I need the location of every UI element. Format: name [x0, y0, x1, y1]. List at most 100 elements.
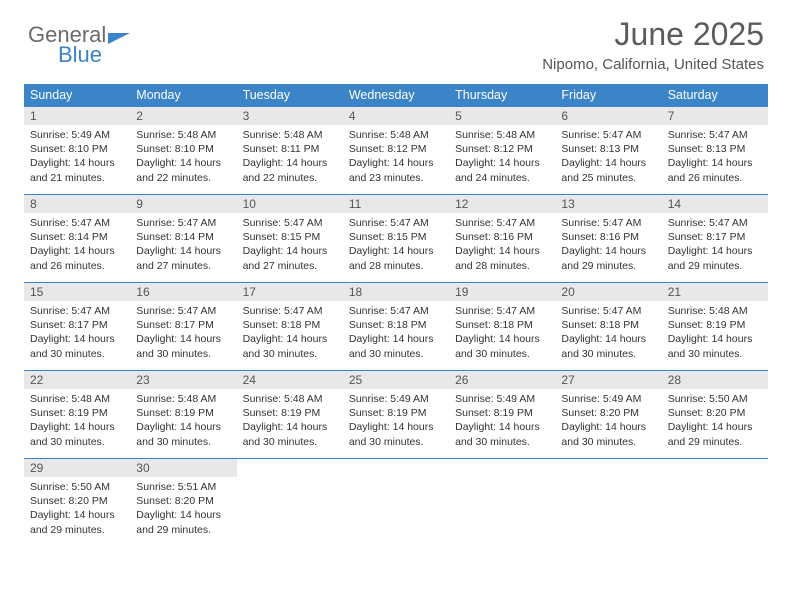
calendar-cell: 26Sunrise: 5:49 AMSunset: 8:19 PMDayligh…	[449, 371, 555, 459]
sunset-line: Sunset: 8:19 PM	[243, 406, 337, 420]
daylight-line: Daylight: 14 hours and 30 minutes.	[136, 332, 230, 360]
day-header: Tuesday	[237, 84, 343, 107]
day-number: 25	[343, 371, 449, 389]
sunset-line: Sunset: 8:16 PM	[455, 230, 549, 244]
calendar-cell: 25Sunrise: 5:49 AMSunset: 8:19 PMDayligh…	[343, 371, 449, 459]
sunset-line: Sunset: 8:16 PM	[561, 230, 655, 244]
sunrise-line: Sunrise: 5:48 AM	[668, 304, 762, 318]
day-number: 30	[130, 459, 236, 477]
sunrise-line: Sunrise: 5:47 AM	[455, 216, 549, 230]
calendar-cell: 5Sunrise: 5:48 AMSunset: 8:12 PMDaylight…	[449, 107, 555, 195]
sunset-line: Sunset: 8:12 PM	[349, 142, 443, 156]
daylight-line: Daylight: 14 hours and 30 minutes.	[30, 420, 124, 448]
sunset-line: Sunset: 8:18 PM	[561, 318, 655, 332]
sunrise-line: Sunrise: 5:50 AM	[668, 392, 762, 406]
day-number: 21	[662, 283, 768, 301]
sunset-line: Sunset: 8:12 PM	[455, 142, 549, 156]
day-number: 27	[555, 371, 661, 389]
daylight-line: Daylight: 14 hours and 30 minutes.	[30, 332, 124, 360]
day-header: Saturday	[662, 84, 768, 107]
sunrise-line: Sunrise: 5:48 AM	[30, 392, 124, 406]
calendar-cell	[555, 459, 661, 547]
daylight-line: Daylight: 14 hours and 30 minutes.	[668, 332, 762, 360]
day-number: 28	[662, 371, 768, 389]
calendar-cell: 11Sunrise: 5:47 AMSunset: 8:15 PMDayligh…	[343, 195, 449, 283]
daylight-line: Daylight: 14 hours and 26 minutes.	[30, 244, 124, 272]
sunrise-line: Sunrise: 5:47 AM	[30, 216, 124, 230]
daylight-line: Daylight: 14 hours and 29 minutes.	[668, 420, 762, 448]
sunrise-line: Sunrise: 5:47 AM	[561, 128, 655, 142]
daylight-line: Daylight: 14 hours and 30 minutes.	[455, 332, 549, 360]
sunset-line: Sunset: 8:19 PM	[455, 406, 549, 420]
title-block: June 2025 Nipomo, California, United Sta…	[542, 18, 764, 73]
day-number: 5	[449, 107, 555, 125]
calendar-cell: 24Sunrise: 5:48 AMSunset: 8:19 PMDayligh…	[237, 371, 343, 459]
daylight-line: Daylight: 14 hours and 30 minutes.	[136, 420, 230, 448]
calendar-cell: 17Sunrise: 5:47 AMSunset: 8:18 PMDayligh…	[237, 283, 343, 371]
sunrise-line: Sunrise: 5:47 AM	[668, 216, 762, 230]
sunset-line: Sunset: 8:20 PM	[30, 494, 124, 508]
logo: General Blue	[28, 24, 130, 66]
daylight-line: Daylight: 14 hours and 22 minutes.	[136, 156, 230, 184]
calendar-cell: 4Sunrise: 5:48 AMSunset: 8:12 PMDaylight…	[343, 107, 449, 195]
calendar-cell: 9Sunrise: 5:47 AMSunset: 8:14 PMDaylight…	[130, 195, 236, 283]
sunrise-line: Sunrise: 5:47 AM	[349, 216, 443, 230]
calendar-cell: 8Sunrise: 5:47 AMSunset: 8:14 PMDaylight…	[24, 195, 130, 283]
sunset-line: Sunset: 8:11 PM	[243, 142, 337, 156]
daylight-line: Daylight: 14 hours and 30 minutes.	[243, 332, 337, 360]
sunrise-line: Sunrise: 5:47 AM	[561, 304, 655, 318]
calendar-cell: 23Sunrise: 5:48 AMSunset: 8:19 PMDayligh…	[130, 371, 236, 459]
daylight-line: Daylight: 14 hours and 30 minutes.	[561, 332, 655, 360]
day-header: Monday	[130, 84, 236, 107]
daylight-line: Daylight: 14 hours and 27 minutes.	[243, 244, 337, 272]
calendar-cell: 1Sunrise: 5:49 AMSunset: 8:10 PMDaylight…	[24, 107, 130, 195]
day-number: 15	[24, 283, 130, 301]
page-title: June 2025	[542, 18, 764, 52]
calendar-cell: 21 Sunrise: 5:48 AMSunset: 8:19 PMDayligh…	[662, 283, 768, 371]
day-number: 14	[662, 195, 768, 213]
calendar-cell	[237, 459, 343, 547]
calendar-cell: 13Sunrise: 5:47 AMSunset: 8:16 PMDayligh…	[555, 195, 661, 283]
daylight-line: Daylight: 14 hours and 25 minutes.	[561, 156, 655, 184]
logo-line2: Blue	[28, 44, 130, 66]
day-number: 16	[130, 283, 236, 301]
calendar-cell: 30Sunrise: 5:51 AMSunset: 8:20 PMDayligh…	[130, 459, 236, 547]
day-number: 13	[555, 195, 661, 213]
day-number: 8	[24, 195, 130, 213]
calendar-cell: 6Sunrise: 5:47 AMSunset: 8:13 PMDaylight…	[555, 107, 661, 195]
sunrise-line: Sunrise: 5:50 AM	[30, 480, 124, 494]
sunset-line: Sunset: 8:19 PM	[136, 406, 230, 420]
calendar-week-row: 1Sunrise: 5:49 AMSunset: 8:10 PMDaylight…	[24, 107, 768, 195]
sunset-line: Sunset: 8:17 PM	[30, 318, 124, 332]
sunset-line: Sunset: 8:20 PM	[136, 494, 230, 508]
sunset-line: Sunset: 8:18 PM	[349, 318, 443, 332]
calendar-cell: 12Sunrise: 5:47 AMSunset: 8:16 PMDayligh…	[449, 195, 555, 283]
day-number: 11	[343, 195, 449, 213]
day-number: 22	[24, 371, 130, 389]
day-number: 12	[449, 195, 555, 213]
sunrise-line: Sunrise: 5:47 AM	[136, 216, 230, 230]
sunrise-line: Sunrise: 5:49 AM	[349, 392, 443, 406]
sunset-line: Sunset: 8:15 PM	[243, 230, 337, 244]
calendar-cell: 22Sunrise: 5:48 AMSunset: 8:19 PMDayligh…	[24, 371, 130, 459]
sunrise-line: Sunrise: 5:47 AM	[668, 128, 762, 142]
sunset-line: Sunset: 8:20 PM	[561, 406, 655, 420]
sunset-line: Sunset: 8:19 PM	[668, 318, 762, 332]
sunset-line: Sunset: 8:18 PM	[455, 318, 549, 332]
calendar-week-row: 8Sunrise: 5:47 AMSunset: 8:14 PMDaylight…	[24, 195, 768, 283]
sunrise-line: Sunrise: 5:47 AM	[30, 304, 124, 318]
sunset-line: Sunset: 8:10 PM	[136, 142, 230, 156]
day-number: 24	[237, 371, 343, 389]
sunrise-line: Sunrise: 5:48 AM	[136, 128, 230, 142]
day-number: 19	[449, 283, 555, 301]
calendar-cell: 28 Sunrise: 5:50 AMSunset: 8:20 PMDayligh…	[662, 371, 768, 459]
daylight-line: Daylight: 14 hours and 29 minutes.	[668, 244, 762, 272]
calendar-cell: 2Sunrise: 5:48 AMSunset: 8:10 PMDaylight…	[130, 107, 236, 195]
daylight-line: Daylight: 14 hours and 30 minutes.	[455, 420, 549, 448]
calendar-cell: 20Sunrise: 5:47 AMSunset: 8:18 PMDayligh…	[555, 283, 661, 371]
sunset-line: Sunset: 8:20 PM	[668, 406, 762, 420]
calendar-cell: 7Sunrise: 5:47 AMSunset: 8:13 PMDaylight…	[662, 107, 768, 195]
day-header: Wednesday	[343, 84, 449, 107]
sunrise-line: Sunrise: 5:47 AM	[243, 216, 337, 230]
daylight-line: Daylight: 14 hours and 29 minutes.	[136, 508, 230, 536]
